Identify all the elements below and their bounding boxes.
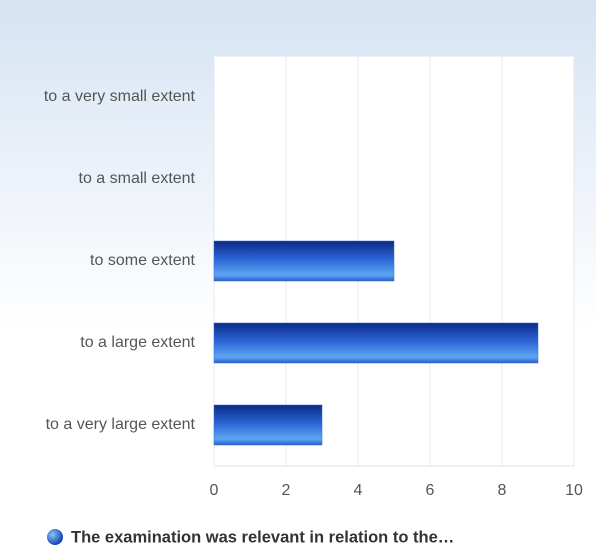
y-tick-label: to a small extent xyxy=(79,170,196,187)
x-tick-label: 10 xyxy=(565,482,583,499)
y-tick-label: to a very small extent xyxy=(44,88,196,105)
y-tick-label: to some extent xyxy=(90,252,196,269)
bar xyxy=(213,404,323,446)
bar xyxy=(213,322,539,364)
x-tick-label: 8 xyxy=(498,482,507,499)
y-tick-label: to a large extent xyxy=(80,334,195,351)
legend-marker xyxy=(47,529,63,545)
legend-label: The examination was relevant in relation… xyxy=(71,528,454,546)
x-tick-label: 6 xyxy=(426,482,435,499)
x-tick-label: 4 xyxy=(354,482,363,499)
x-tick-label: 0 xyxy=(210,482,219,499)
y-tick-label: to a very large extent xyxy=(46,416,196,433)
bar xyxy=(213,240,395,282)
x-tick-label: 2 xyxy=(282,482,291,499)
